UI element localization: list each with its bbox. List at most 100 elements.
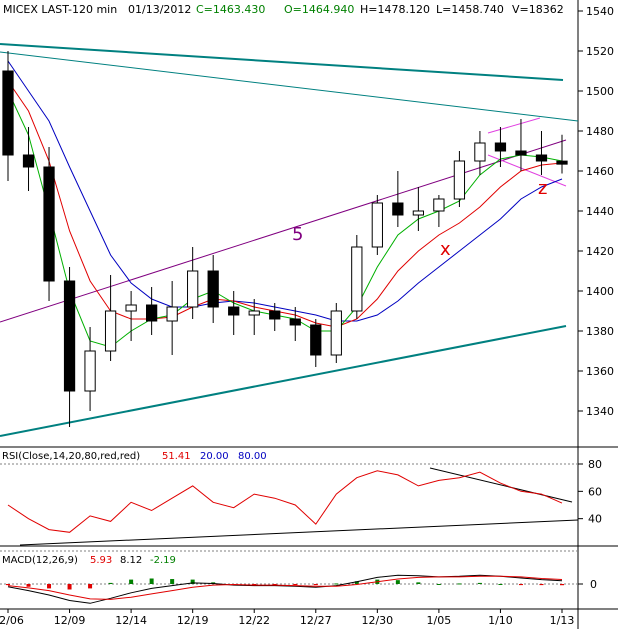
ma-fast-line: [7, 90, 563, 348]
candle-body: [228, 306, 240, 316]
macd-hist-bar: [436, 584, 441, 585]
candle-body: [187, 270, 199, 308]
macd-signal-value: 8.12: [120, 555, 142, 566]
open-label: O=1464.940: [284, 3, 354, 16]
candle-body: [269, 310, 281, 320]
macd-hist-bar: [416, 582, 421, 584]
candle-body: [84, 350, 96, 392]
rsi-tick-label: 40: [588, 513, 602, 526]
rsi-support-line: [19, 519, 579, 546]
ma-mid-line: [7, 80, 563, 328]
date-tick-label: 12/22: [238, 614, 270, 627]
macd-hist-bar: [272, 584, 277, 585]
candle-body: [556, 160, 568, 165]
macd-line: [7, 574, 563, 604]
candlesticks: [2, 51, 568, 427]
date-tick-label: 1/10: [488, 614, 513, 627]
candle-body: [125, 304, 137, 312]
rsi-tick-label: 80: [588, 458, 602, 471]
date-tick-label: 12/27: [300, 614, 332, 627]
macd-hist-bar: [129, 579, 134, 584]
candle-body: [104, 310, 117, 352]
rsi-tick-label: 60: [588, 485, 602, 498]
price-tick-label: 1340: [586, 405, 614, 418]
moving-averages: [7, 60, 563, 348]
date-tick-label: 1/13: [550, 614, 575, 627]
price-tick-label: 1500: [586, 85, 614, 98]
rsi-lower-level: 20.00: [200, 451, 229, 462]
macd-hist-bar: [190, 579, 195, 584]
macd-hist-bar: [170, 579, 175, 584]
candle-body: [248, 310, 260, 316]
macd-hist-bar: [457, 583, 462, 585]
candle-body: [392, 202, 404, 216]
macd-hist-bar: [354, 581, 359, 584]
macd-hist-bar: [6, 584, 10, 586]
candle-body: [453, 160, 466, 200]
macd-tick-label: 0: [590, 578, 597, 591]
macd-value: 5.93: [90, 555, 112, 566]
macd-hist-bar: [108, 582, 113, 584]
candle-body: [474, 142, 486, 162]
macd-hist-bar: [67, 584, 72, 590]
rsi-axis: 40 60 80: [578, 458, 602, 526]
date-tick-label: 12/14: [115, 614, 147, 627]
candle-body: [494, 142, 507, 152]
macd-hist-bar: [293, 584, 298, 585]
date-tick-label: 12/19: [177, 614, 209, 627]
price-tick-label: 1360: [586, 365, 614, 378]
close-label: C=1463.430: [196, 3, 265, 16]
candle-body: [43, 166, 55, 282]
symbol-label: MICEX LAST-120 min: [3, 3, 117, 16]
price-tick-label: 1420: [586, 245, 614, 258]
candle-body: [22, 154, 35, 168]
date-tick-label: 1/05: [427, 614, 452, 627]
candle-body: [166, 306, 178, 322]
rsi-line: [7, 470, 563, 533]
candle-body: [2, 70, 14, 156]
price-axis: 1340 1360 1380 1400 1420 1440 1460 1480 1500 1520…: [578, 5, 614, 418]
date-tick-label: 12/30: [361, 614, 393, 627]
date-tick-label: 12/06: [0, 614, 24, 627]
price-tick-label: 1520: [586, 45, 614, 58]
wave-x-label: x: [440, 239, 451, 260]
price-tick-label: 1440: [586, 205, 614, 218]
rsi-label: RSI(Close,14,20,80,red,red): [2, 451, 140, 462]
lower-trendline: [0, 325, 567, 437]
candle-body: [412, 210, 425, 216]
macd-hist-bar: [334, 583, 339, 585]
price-tick-label: 1480: [586, 125, 614, 138]
macd-hist-bar: [498, 584, 503, 585]
candle-body: [433, 198, 445, 212]
candle-body: [146, 304, 158, 322]
ma-slow-line: [7, 60, 563, 322]
candle-body: [330, 310, 342, 356]
price-tick-label: 1380: [586, 325, 614, 338]
candle-body: [63, 280, 76, 392]
low-label: L=1458.740: [436, 3, 504, 16]
date-tick-label: 12/09: [54, 614, 86, 627]
candle-body: [310, 324, 322, 356]
date-axis: 12/06 12/09 12/14 12/19 12/22 12/27 12/30 1/05 1…: [0, 609, 574, 627]
macd-hist-bar: [26, 584, 31, 587]
macd-hist-bar: [88, 584, 93, 589]
price-tick-label: 1540: [586, 5, 614, 18]
macd-hist-bar: [560, 584, 564, 586]
date-label: 01/13/2012: [128, 3, 191, 16]
candle-body: [371, 202, 383, 248]
macd-hist-bar: [539, 584, 544, 586]
wedge-upper: [487, 117, 541, 134]
volume-label: V=18362: [512, 3, 564, 16]
rsi-value: 51.41: [162, 451, 191, 462]
price-tick-label: 1460: [586, 165, 614, 178]
wedge-lower: [487, 154, 567, 187]
macd-hist-bar: [313, 584, 318, 586]
rsi-resistance-line: [429, 467, 573, 503]
candle-body: [351, 246, 363, 312]
candle-body: [535, 154, 548, 162]
wave-z-label: z: [538, 178, 547, 199]
channel-line: [0, 139, 567, 323]
